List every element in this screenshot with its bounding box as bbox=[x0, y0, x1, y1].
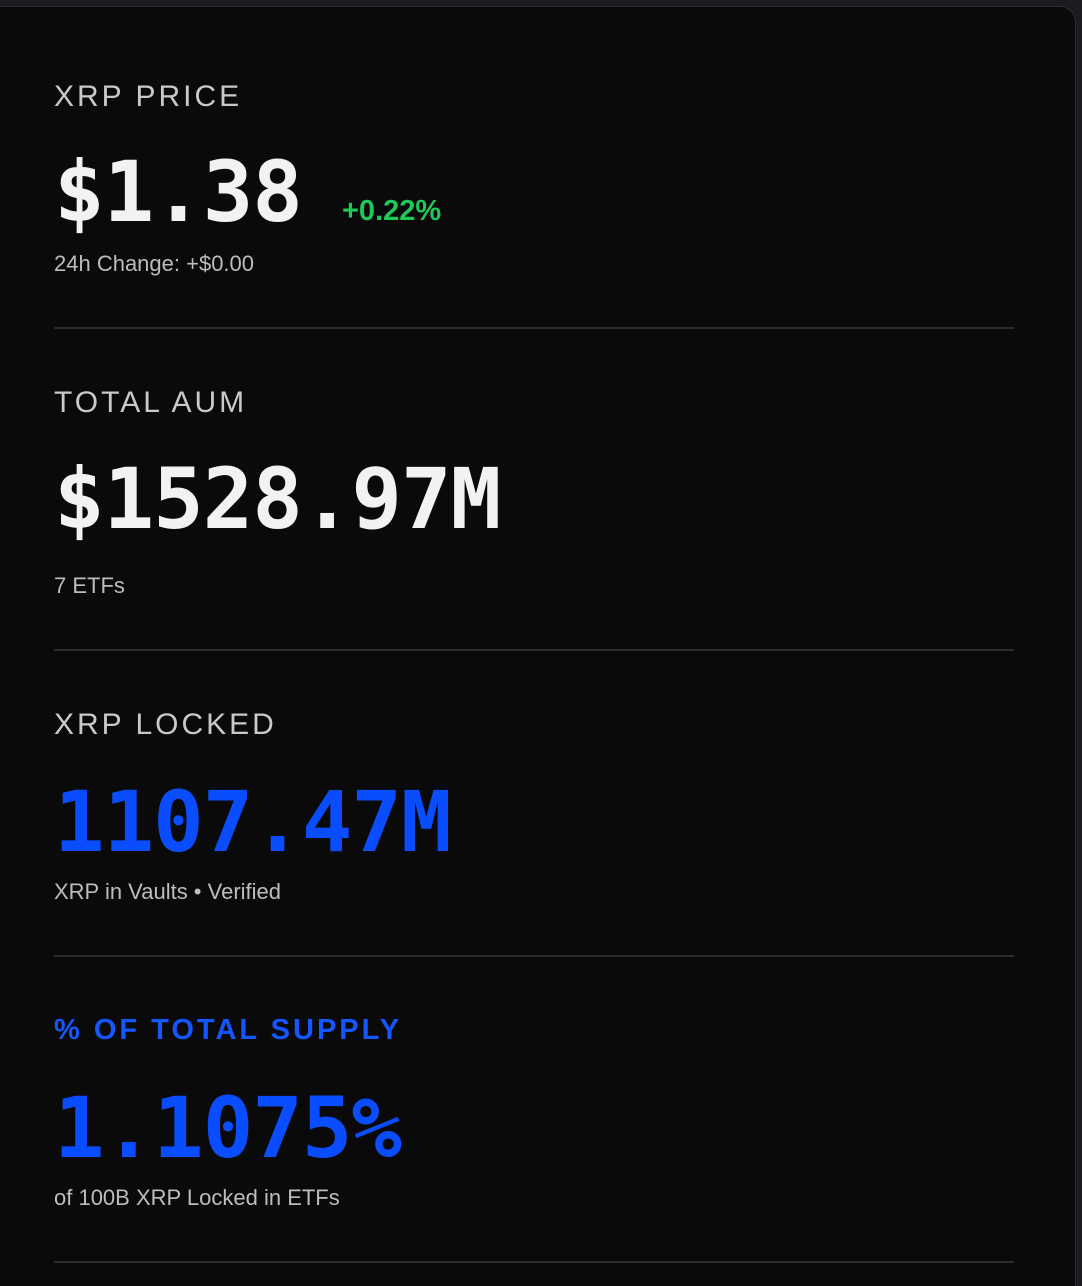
stats-panel bbox=[0, 6, 1076, 1286]
aum-value: $1528.97M bbox=[54, 450, 501, 548]
locked-value: 1107.47M bbox=[54, 773, 452, 871]
price-change-absolute: 24h Change: +$0.00 bbox=[54, 251, 255, 276]
locked-label: XRP LOCKED bbox=[54, 708, 277, 741]
aum-label: TOTAL AUM bbox=[54, 386, 248, 419]
supply-sub: of 100B XRP Locked in ETFs bbox=[54, 1185, 340, 1210]
divider bbox=[54, 955, 1014, 957]
locked-sub: XRP in Vaults • Verified bbox=[54, 879, 282, 904]
aum-etf-count: 7 ETFs bbox=[54, 573, 125, 598]
supply-value: 1.1075% bbox=[54, 1079, 402, 1177]
supply-label: % OF TOTAL SUPPLY bbox=[54, 1014, 403, 1046]
divider bbox=[54, 1261, 1014, 1263]
divider bbox=[54, 327, 1014, 329]
price-label: XRP PRICE bbox=[54, 80, 243, 113]
price-value: $1.38 bbox=[54, 143, 303, 241]
divider bbox=[54, 649, 1014, 651]
price-change-percent: +0.22% bbox=[342, 195, 442, 227]
